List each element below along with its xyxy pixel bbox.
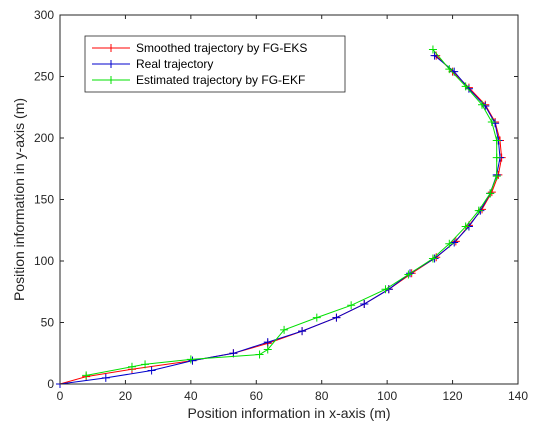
data-point-marker <box>141 360 150 369</box>
data-point-marker <box>147 366 156 375</box>
y-tick-label: 100 <box>34 254 54 268</box>
y-tick-label: 50 <box>41 316 55 330</box>
data-point-marker <box>487 118 496 127</box>
data-point-marker <box>445 65 454 74</box>
data-point-marker <box>404 270 413 279</box>
data-point-marker <box>360 300 369 309</box>
data-point-marker <box>474 206 483 215</box>
data-point-marker <box>280 325 289 334</box>
legend-marker <box>107 76 115 84</box>
data-point-marker <box>445 239 454 248</box>
data-point-marker <box>492 172 501 181</box>
series-layer <box>56 45 506 388</box>
y-tick-label: 200 <box>34 131 54 145</box>
x-tick-label: 60 <box>250 389 264 403</box>
legend-label: Smoothed trajectory by FG-EKS <box>136 41 307 55</box>
data-point-marker <box>263 338 272 347</box>
legend-label: Real trajectory <box>136 57 213 71</box>
series-line <box>59 55 501 385</box>
legend-marker <box>107 44 115 52</box>
series-2 <box>82 45 501 380</box>
x-tick-label: 140 <box>508 389 528 403</box>
data-point-marker <box>478 100 487 109</box>
data-point-marker <box>298 327 307 336</box>
data-point-marker <box>461 222 470 231</box>
data-point-marker <box>381 285 390 294</box>
data-point-marker <box>430 51 439 60</box>
data-point-marker <box>263 345 272 354</box>
legend: Smoothed trajectory by FG-EKS Real trajec… <box>84 35 346 93</box>
data-point-marker <box>101 373 110 382</box>
y-tick-label: 0 <box>47 377 54 391</box>
y-tick-label: 300 <box>34 8 54 22</box>
series-line <box>86 49 498 376</box>
data-point-marker <box>492 153 501 162</box>
data-point-marker <box>428 45 437 54</box>
tick-layer: 0 20 40 60 80 100 120 140 0 50 100 150 200 250 300 <box>34 8 528 403</box>
data-point-marker <box>332 313 341 322</box>
data-point-marker <box>186 355 195 364</box>
x-tick-label: 80 <box>315 389 329 403</box>
data-point-marker <box>127 362 136 371</box>
data-point-marker <box>82 371 91 380</box>
data-point-marker <box>428 254 437 263</box>
data-point-marker <box>347 301 356 310</box>
x-tick-label: 100 <box>377 389 397 403</box>
y-tick-label: 150 <box>34 193 54 207</box>
x-axis-label: Position information in x-axis (m) <box>187 405 390 421</box>
y-axis-label: Position information in y-axis (m) <box>11 98 27 301</box>
data-point-marker <box>312 313 321 322</box>
legend-items: Smoothed trajectory by FG-EKS Real trajec… <box>92 41 307 87</box>
legend-label: Estimated trajectory by FG-EKF <box>136 73 305 87</box>
x-tick-label: 0 <box>57 389 64 403</box>
data-point-marker <box>492 136 501 145</box>
data-point-marker <box>450 238 459 247</box>
x-tick-label: 20 <box>119 389 133 403</box>
x-tick-label: 120 <box>443 389 463 403</box>
x-tick-label: 40 <box>184 389 198 403</box>
data-point-marker <box>461 82 470 91</box>
y-tick-label: 250 <box>34 70 54 84</box>
legend-marker <box>107 60 115 68</box>
data-point-marker <box>188 356 197 365</box>
data-point-marker <box>255 350 264 359</box>
data-point-marker <box>486 189 495 198</box>
